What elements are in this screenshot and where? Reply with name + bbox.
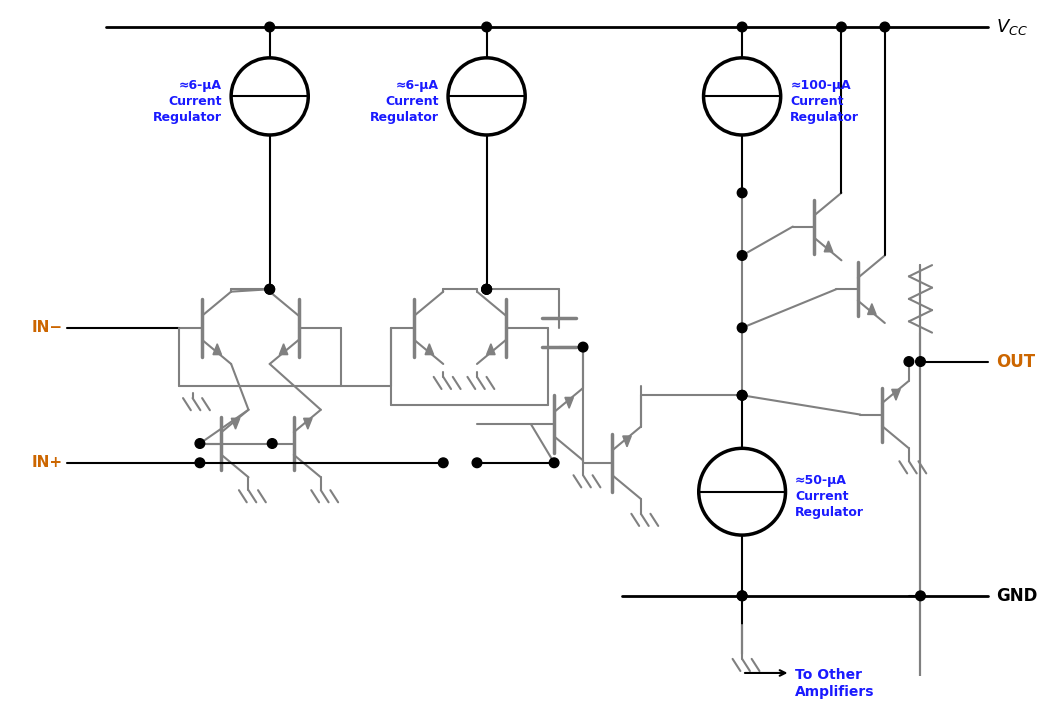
Circle shape bbox=[438, 458, 448, 468]
Polygon shape bbox=[825, 241, 833, 252]
Text: ≈50-μA
Current
Regulator: ≈50-μA Current Regulator bbox=[795, 474, 864, 519]
Circle shape bbox=[265, 285, 275, 294]
Text: ≈6-μA
Current
Regulator: ≈6-μA Current Regulator bbox=[370, 79, 438, 124]
Circle shape bbox=[737, 188, 747, 198]
Circle shape bbox=[737, 323, 747, 333]
Polygon shape bbox=[487, 343, 495, 355]
Circle shape bbox=[836, 22, 846, 32]
Polygon shape bbox=[303, 418, 313, 429]
Circle shape bbox=[737, 390, 747, 400]
Polygon shape bbox=[565, 397, 573, 408]
Polygon shape bbox=[623, 436, 631, 447]
Polygon shape bbox=[426, 343, 434, 355]
Circle shape bbox=[267, 439, 277, 449]
Circle shape bbox=[195, 458, 205, 468]
Circle shape bbox=[265, 22, 275, 32]
Circle shape bbox=[737, 591, 747, 601]
Polygon shape bbox=[868, 304, 876, 315]
Text: IN+: IN+ bbox=[32, 455, 62, 470]
Circle shape bbox=[737, 22, 747, 32]
Circle shape bbox=[265, 285, 275, 294]
Text: GND: GND bbox=[996, 587, 1037, 605]
Circle shape bbox=[737, 390, 747, 400]
Circle shape bbox=[195, 439, 205, 449]
Polygon shape bbox=[231, 418, 240, 429]
Circle shape bbox=[482, 22, 491, 32]
Circle shape bbox=[482, 285, 491, 294]
Text: $V_{CC}$: $V_{CC}$ bbox=[996, 17, 1027, 37]
Circle shape bbox=[482, 285, 491, 294]
Circle shape bbox=[904, 357, 913, 367]
Polygon shape bbox=[891, 389, 900, 400]
Circle shape bbox=[737, 251, 747, 260]
Text: ≈6-μA
Current
Regulator: ≈6-μA Current Regulator bbox=[152, 79, 222, 124]
Circle shape bbox=[916, 591, 925, 601]
Circle shape bbox=[482, 285, 491, 294]
Text: OUT: OUT bbox=[996, 353, 1035, 371]
Circle shape bbox=[737, 591, 747, 601]
Circle shape bbox=[579, 342, 588, 352]
Circle shape bbox=[549, 458, 559, 468]
Text: ≈100-μA
Current
Regulator: ≈100-μA Current Regulator bbox=[790, 79, 860, 124]
Circle shape bbox=[880, 22, 889, 32]
Text: To Other
Amplifiers: To Other Amplifiers bbox=[795, 668, 874, 700]
Circle shape bbox=[916, 357, 925, 367]
Circle shape bbox=[472, 458, 482, 468]
Polygon shape bbox=[280, 343, 288, 355]
Text: IN−: IN− bbox=[32, 320, 62, 335]
Polygon shape bbox=[213, 343, 222, 355]
